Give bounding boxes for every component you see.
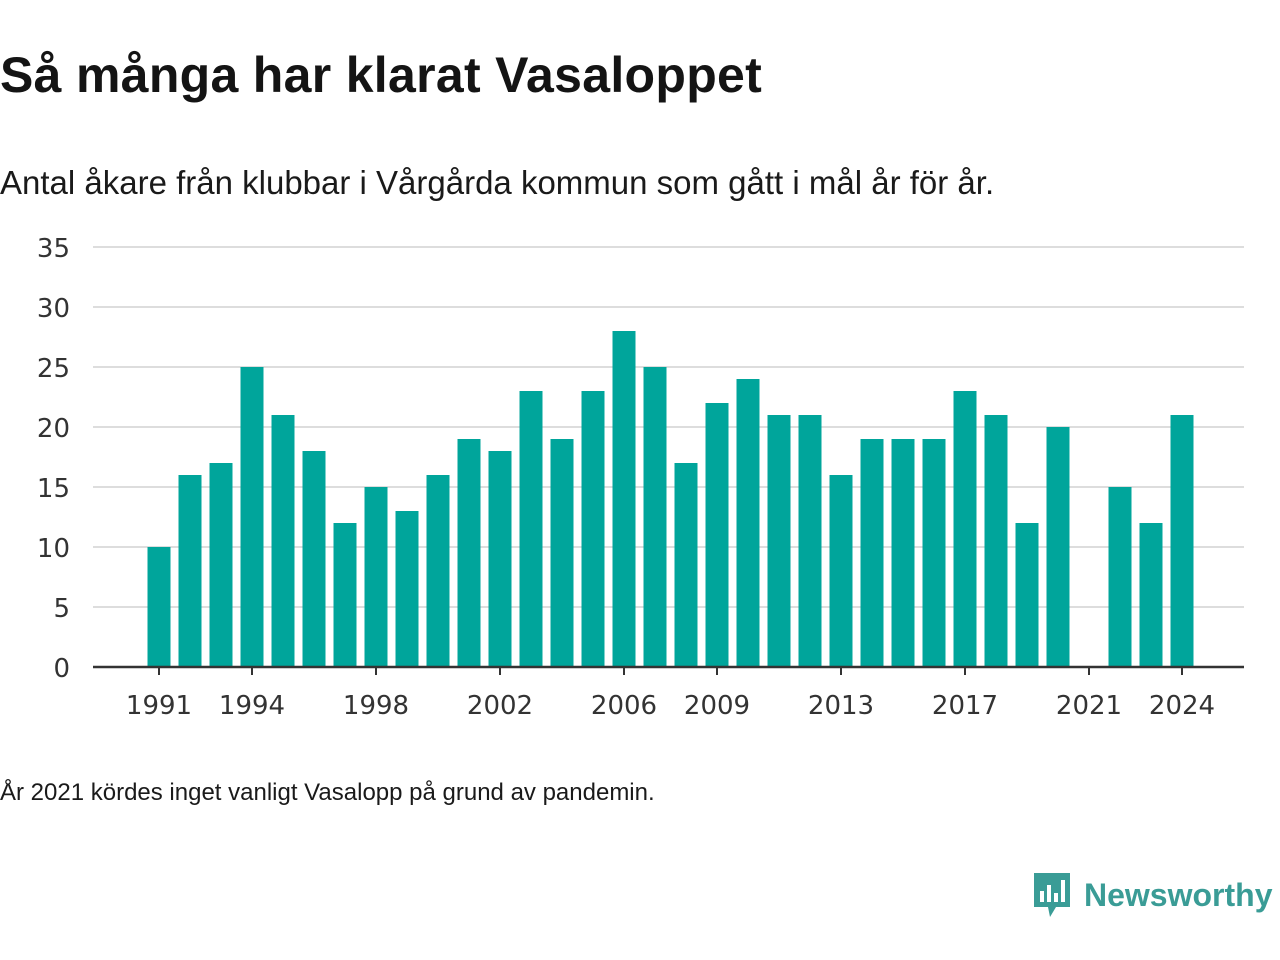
bar (519, 391, 543, 667)
bar (891, 439, 915, 667)
gridlines (93, 246, 1244, 608)
bar (271, 415, 295, 667)
bar (426, 475, 450, 667)
x-tick-label: 1994 (219, 691, 285, 721)
bar (488, 451, 512, 667)
y-tick-label: 15 (37, 474, 70, 504)
bar (767, 415, 791, 667)
bar (1046, 427, 1070, 667)
y-tick-label: 25 (37, 354, 70, 384)
bar (147, 547, 171, 667)
bar (178, 475, 202, 667)
x-tick-label: 2017 (932, 691, 998, 721)
bar (798, 415, 822, 667)
bar (457, 439, 481, 667)
y-tick-label: 5 (53, 594, 70, 624)
x-tick-label: 1998 (343, 691, 409, 721)
chart-footnote: År 2021 kördes inget vanligt Vasalopp på… (0, 779, 655, 806)
bar (1015, 523, 1039, 667)
x-tick-label: 2024 (1149, 691, 1215, 721)
bar (860, 439, 884, 667)
bar (1139, 523, 1163, 667)
bar (333, 523, 357, 667)
y-tick-label: 30 (37, 294, 70, 324)
y-tick-label: 20 (37, 414, 70, 444)
newsworthy-logo[interactable]: Newsworthy (1032, 870, 1272, 920)
bars (147, 331, 1194, 667)
bar (581, 391, 605, 667)
y-tick-label: 0 (53, 654, 70, 684)
bar (705, 403, 729, 667)
bar (984, 415, 1008, 667)
x-tick-label: 1991 (126, 691, 192, 721)
chart-subtitle: Antal åkare från klubbar i Vårgårda komm… (0, 164, 995, 201)
bar (395, 511, 419, 667)
bar (922, 439, 946, 667)
bar (674, 463, 698, 667)
x-tick-label: 2009 (684, 691, 750, 721)
y-tick-label: 10 (37, 534, 70, 564)
bar (364, 487, 388, 667)
newsworthy-logo-text: Newsworthy (1084, 876, 1273, 913)
y-axis-ticks: 0 5 10 15 20 25 30 35 (37, 234, 70, 684)
chart-title: Så många har klarat Vasaloppet (0, 47, 763, 103)
bar (1108, 487, 1132, 667)
newsworthy-logo-icon (1034, 873, 1070, 917)
bar (550, 439, 574, 667)
bar (1170, 415, 1194, 667)
bar (643, 367, 667, 667)
bar (953, 391, 977, 667)
x-tick-label: 2002 (467, 691, 533, 721)
x-axis-ticks: 1991 1994 1998 2002 2006 2009 2013 2017 2021 2024 (126, 667, 1215, 721)
bar (302, 451, 326, 667)
bar (240, 367, 264, 667)
x-tick-label: 2013 (808, 691, 874, 721)
x-tick-label: 2021 (1056, 691, 1122, 721)
bar (209, 463, 233, 667)
bar (612, 331, 636, 667)
x-tick-label: 2006 (591, 691, 657, 721)
bar-chart: 0 5 10 15 20 25 30 35 1991 1994 1998 2002 2006 2009 2… (37, 234, 1244, 721)
bar (829, 475, 853, 667)
y-tick-label: 35 (37, 234, 70, 264)
bar (736, 379, 760, 667)
